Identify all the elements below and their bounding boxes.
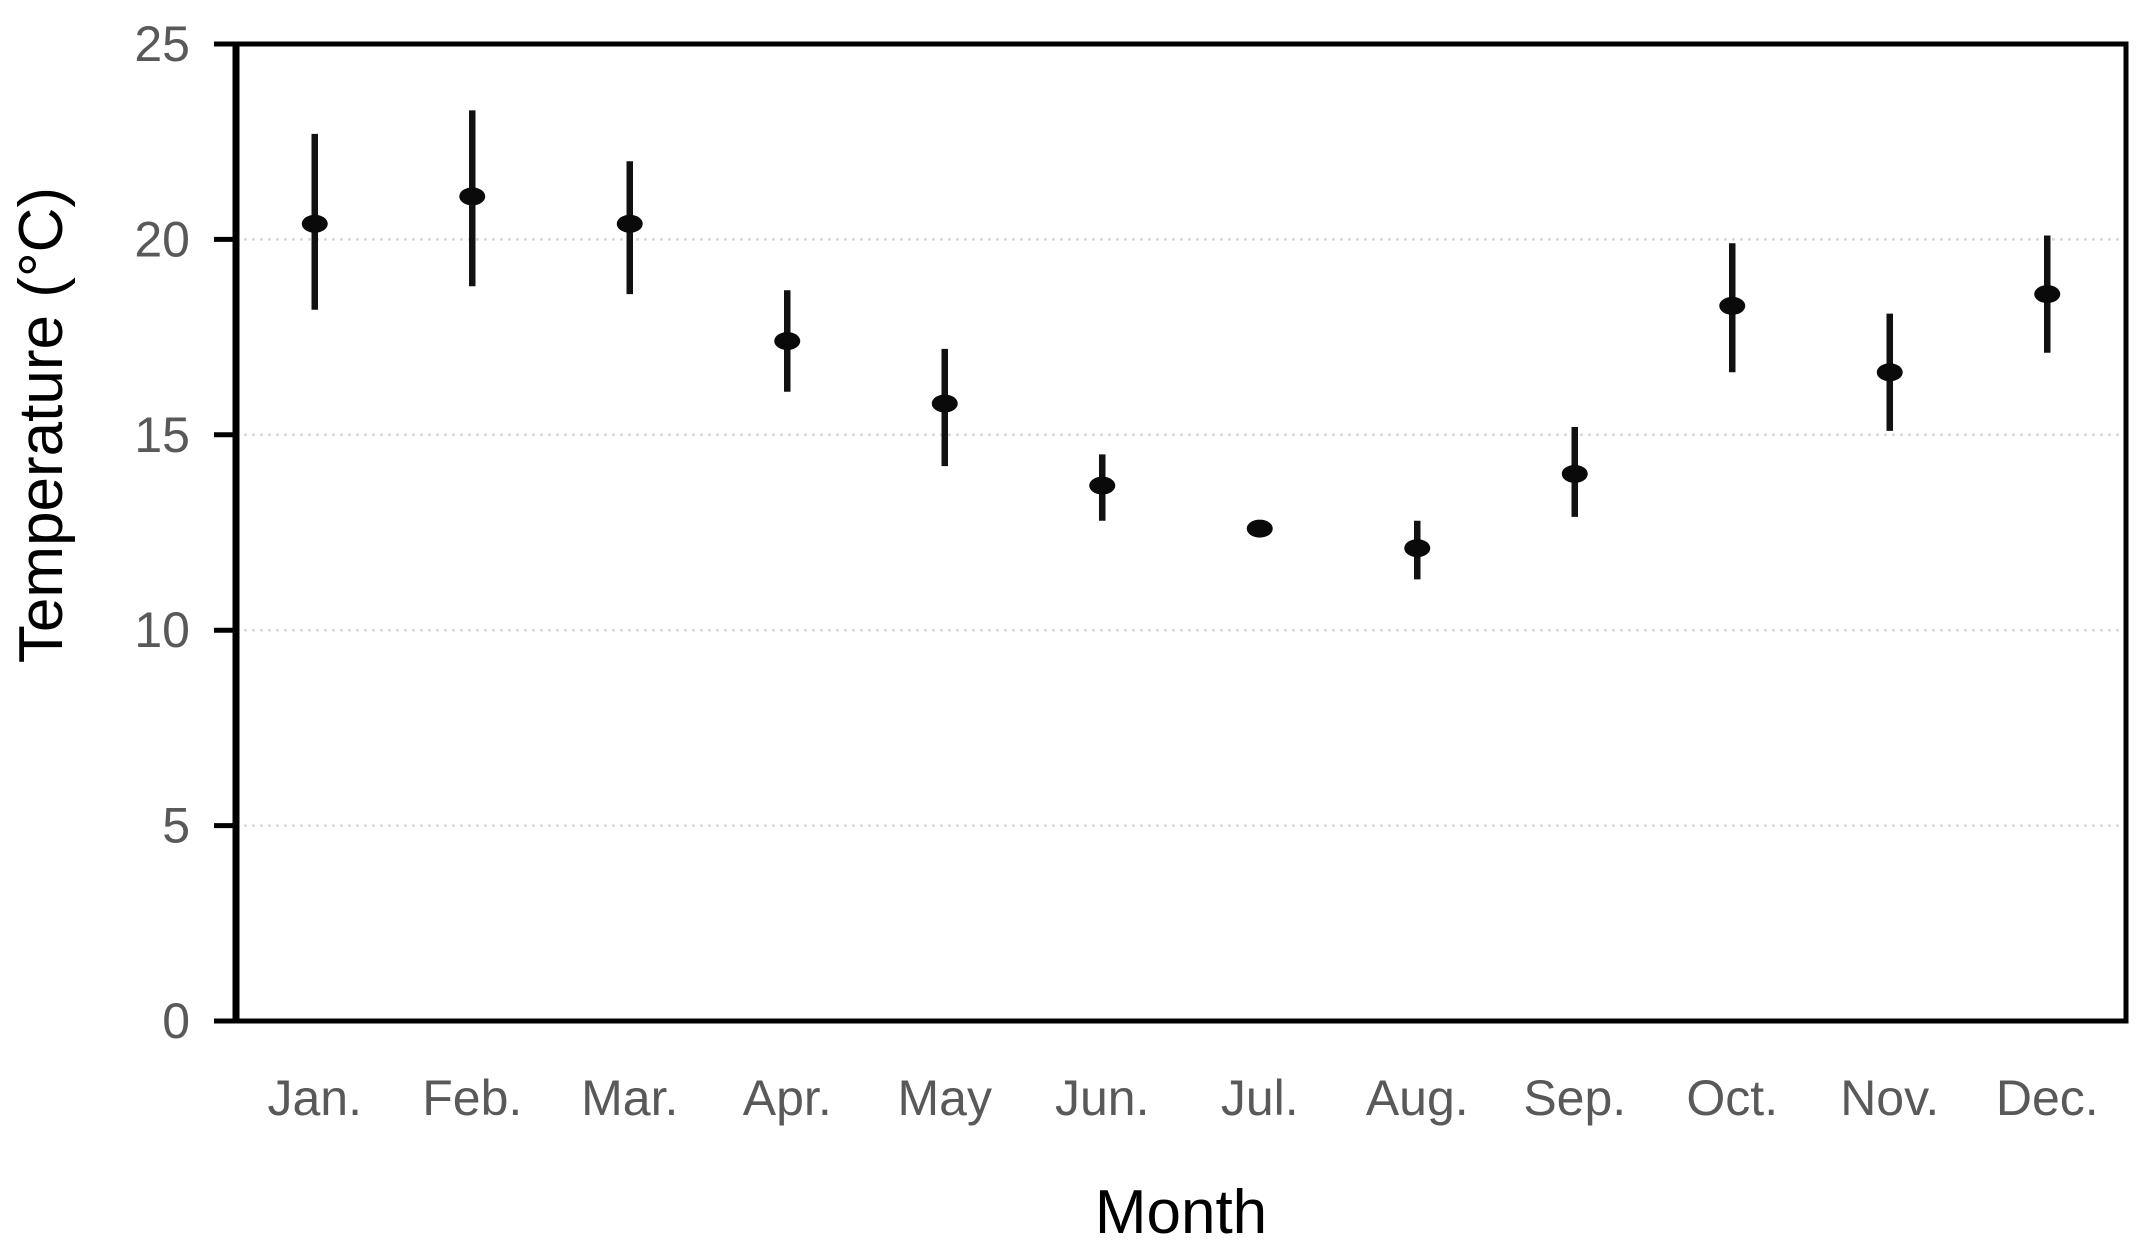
- x-tick-label-jun: Jun.: [1055, 1070, 1150, 1126]
- x-tick-label-nov: Nov.: [1840, 1070, 1939, 1126]
- data-point-aug: [1404, 539, 1431, 558]
- data-point-nov: [1876, 363, 1903, 382]
- data-point-sep: [1561, 464, 1588, 483]
- x-tick-label-oct: Oct.: [1686, 1070, 1778, 1126]
- axes-frame-layer: [214, 41, 2129, 1024]
- x-tick-label-mar: Mar.: [581, 1070, 678, 1126]
- data-point-oct: [1719, 296, 1746, 315]
- tick-labels-layer: 0 5 10 15 20 25 Jan. Feb. Mar. Apr. May Jun. Jul. Aug…: [134, 16, 2098, 1126]
- data-point-may: [931, 394, 958, 413]
- x-tick-label-aug: Aug.: [1366, 1070, 1469, 1126]
- x-tick-label-feb: Feb.: [422, 1070, 522, 1126]
- x-tick-label-may: May: [898, 1070, 992, 1126]
- x-tick-label-dec: Dec.: [1996, 1070, 2099, 1126]
- data-point-jun: [1089, 476, 1116, 495]
- data-point-feb: [459, 187, 486, 206]
- data-point-mar: [616, 214, 643, 233]
- x-tick-label-sep: Sep.: [1523, 1070, 1626, 1126]
- x-tick-label-jan: Jan.: [267, 1070, 362, 1126]
- y-tick-label-15: 15: [134, 407, 190, 463]
- y-axis-title: Temperature (°C): [7, 187, 76, 663]
- y-tick-label-0: 0: [162, 993, 190, 1049]
- data-point-jul: [1246, 519, 1273, 538]
- data-point-jan: [301, 214, 328, 233]
- gridlines-layer: [236, 238, 2126, 827]
- data-point-apr: [774, 332, 801, 351]
- data-series-layer: [301, 110, 2061, 580]
- x-tick-label-apr: Apr.: [743, 1070, 832, 1126]
- plot-frame: [233, 41, 2129, 1024]
- x-tick-label-jul: Jul.: [1221, 1070, 1299, 1126]
- y-tick-label-10: 10: [134, 602, 190, 658]
- y-tick-label-5: 5: [162, 798, 190, 854]
- data-point-dec: [2034, 285, 2061, 304]
- y-tick-label-25: 25: [134, 16, 190, 72]
- y-tick-label-20: 20: [134, 211, 190, 267]
- x-axis-title: Month: [1095, 1178, 1267, 1247]
